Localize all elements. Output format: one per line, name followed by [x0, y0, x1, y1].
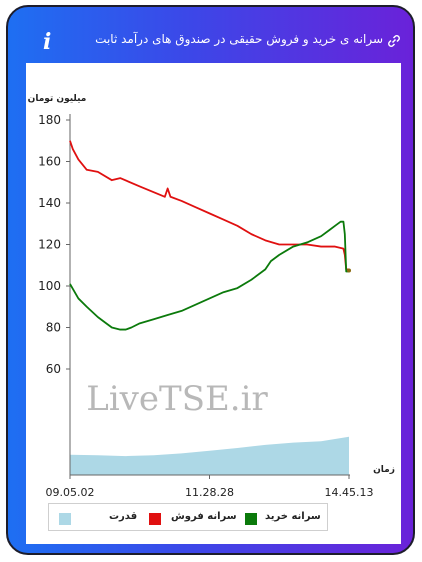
legend-swatch-buy	[245, 513, 257, 525]
x-tick-label: 09.05.02	[46, 486, 95, 499]
series-end-marker	[347, 268, 351, 273]
buy-series-line	[69, 220, 349, 331]
y-tick-label: 80	[46, 321, 61, 335]
y-tick-label: 120	[38, 238, 61, 252]
y-tick-label: 140	[38, 196, 61, 210]
legend-swatch-sell	[149, 513, 161, 525]
y-tick-label: 100	[38, 279, 61, 293]
power-area	[70, 436, 349, 475]
info-icon[interactable]: i	[43, 29, 52, 55]
watermark: LiveTSE.ir	[86, 379, 268, 419]
link-icon[interactable]	[387, 34, 401, 48]
chart-title: سرانه ی خرید و فروش حقیقی در صندوق های د…	[95, 32, 383, 46]
y-tick-label: 160	[38, 155, 61, 169]
legend: قدرت سرانه فروش سرانه خرید	[48, 503, 328, 531]
x-tick-label: 14.45.13	[325, 486, 374, 499]
legend-label-buy[interactable]: سرانه خرید	[265, 511, 321, 522]
y-tick-label: 60	[46, 362, 61, 376]
legend-label-power[interactable]: قدرت	[109, 511, 138, 522]
legend-label-sell[interactable]: سرانه فروش	[171, 511, 237, 522]
x-tick-label: 11.28.28	[185, 486, 234, 499]
chart-header: i سرانه ی خرید و فروش حقیقی در صندوق های…	[8, 7, 413, 67]
sell-series-line	[69, 140, 349, 271]
y-axis-label: میلیون تومان	[28, 94, 87, 104]
y-tick-label: 180	[38, 113, 61, 127]
x-axis-label: زمان	[373, 465, 395, 475]
legend-swatch-power	[59, 513, 71, 525]
